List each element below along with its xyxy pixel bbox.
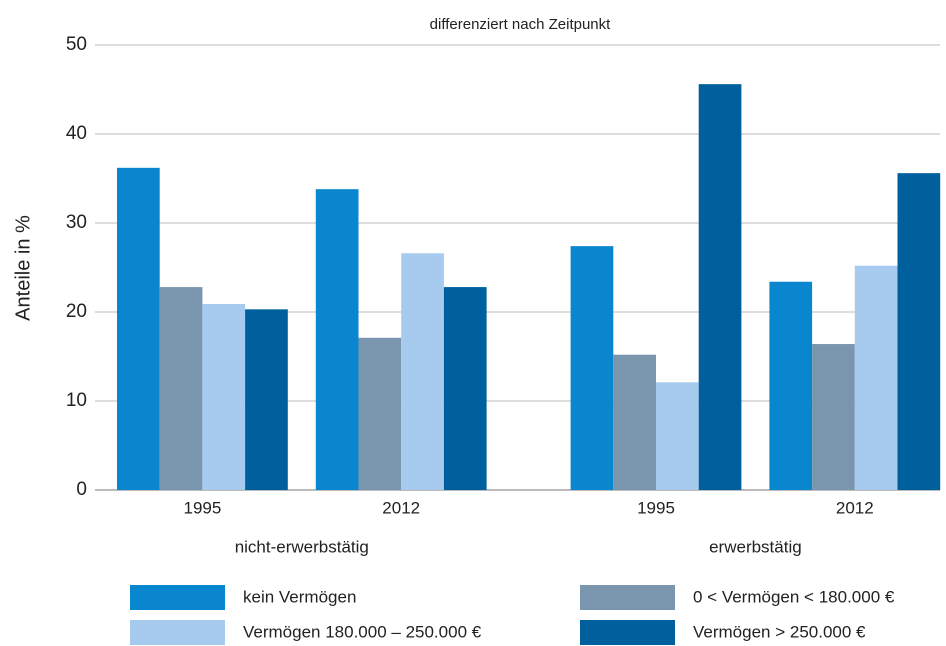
bar (315, 189, 359, 490)
legend-swatch (130, 620, 225, 645)
bar (656, 382, 699, 490)
bar (245, 309, 288, 490)
bar (159, 287, 203, 490)
y-tick-label: 0 (76, 479, 87, 500)
bar (443, 287, 487, 490)
legend-label: Vermögen 180.000 – 250.000 € (243, 622, 482, 641)
group-label: nicht-erwerbstätig (235, 537, 369, 556)
y-tick-label: 20 (66, 301, 87, 322)
bar (812, 344, 855, 490)
legend-label: kein Vermögen (243, 587, 356, 606)
y-tick-label: 30 (66, 212, 87, 233)
legend-swatch (130, 585, 225, 610)
legend-swatch (580, 620, 675, 645)
bar (202, 303, 246, 490)
legend-label: 0 < Vermögen < 180.000 € (693, 587, 895, 606)
x-tick-label: 2012 (836, 498, 874, 517)
x-tick-label: 1995 (637, 498, 675, 517)
bar (613, 354, 656, 490)
y-tick-label: 10 (66, 390, 87, 411)
legend-label: Vermögen > 250.000 € (693, 622, 866, 641)
bar (769, 281, 813, 490)
legend-swatch (580, 585, 675, 610)
x-tick-label: 2012 (382, 498, 420, 517)
bar (854, 265, 898, 490)
group-label: erwerbstätig (709, 537, 802, 556)
bar (358, 337, 402, 490)
y-tick-label: 50 (66, 34, 87, 55)
bar (698, 84, 742, 490)
bar (570, 246, 614, 490)
x-tick-label: 1995 (183, 498, 221, 517)
bar (401, 253, 444, 490)
y-tick-label: 40 (66, 123, 87, 144)
y-axis-label: Anteile in % (12, 215, 34, 321)
chart-subtitle: differenziert nach Zeitpunkt (430, 16, 611, 33)
bar (897, 173, 941, 490)
bar (117, 167, 160, 490)
